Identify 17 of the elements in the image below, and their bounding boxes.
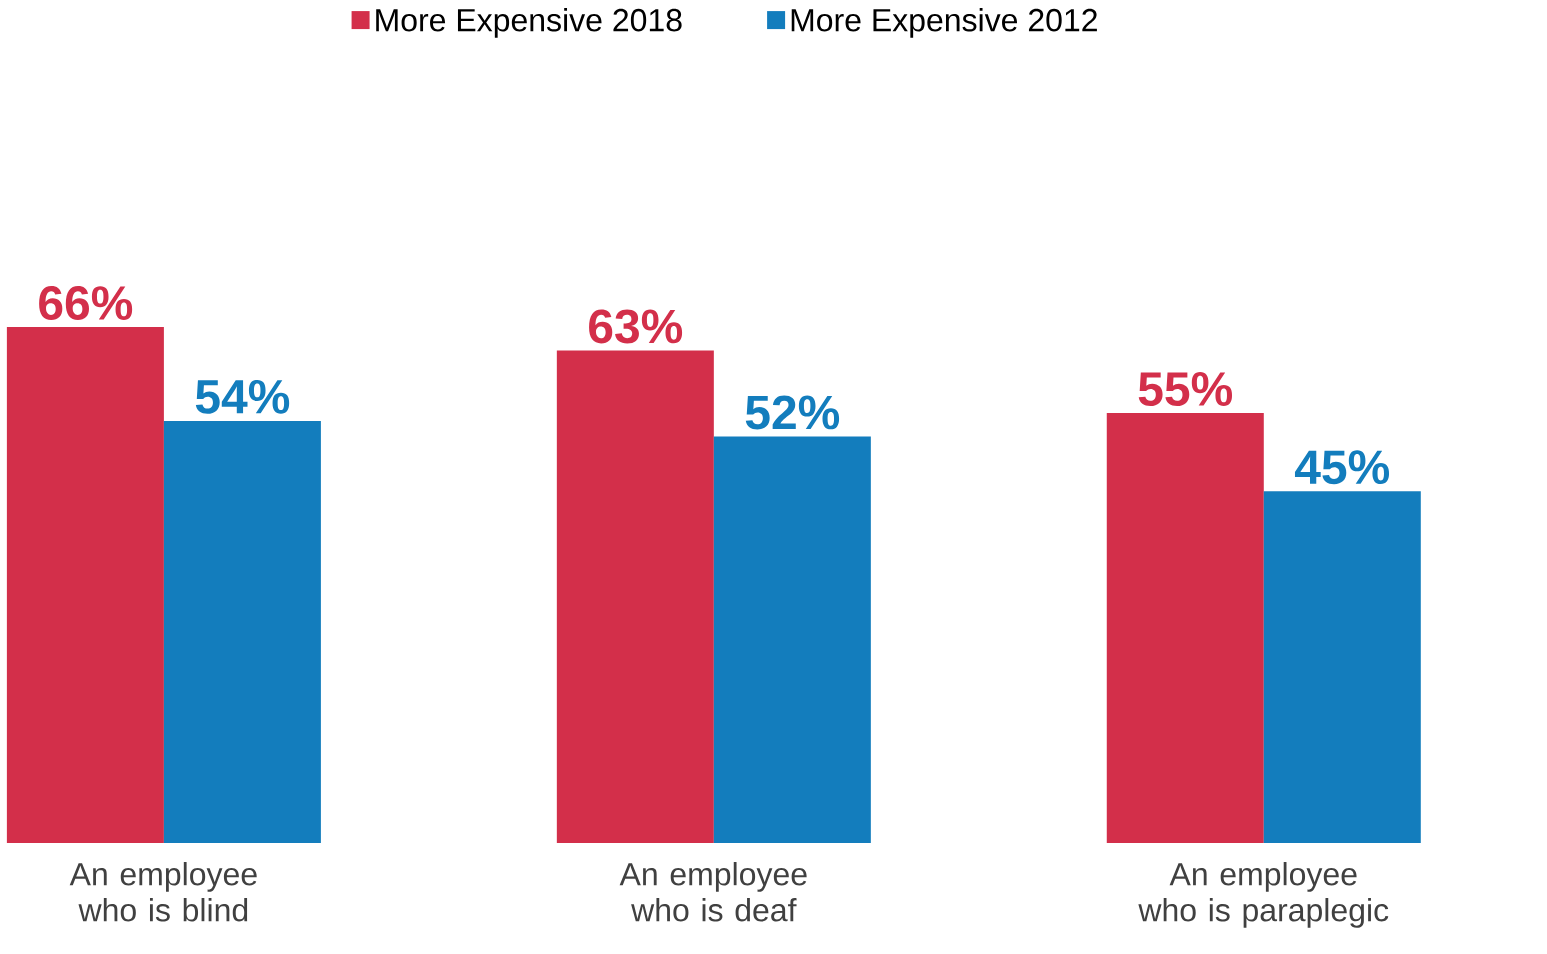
bar [163,420,321,843]
x-tick-label: An employee who is deaf [619,862,807,922]
bar [1263,491,1421,843]
data-label: 52% [745,395,840,430]
bar [713,436,871,843]
data-label: 55% [1138,372,1233,407]
x-tick-label: An employee who is paraplegic [1138,862,1389,928]
bar [556,350,714,843]
legend-label: More Expensive 2018 [376,8,682,38]
data-label: 54% [195,379,290,414]
bar [1106,413,1264,843]
data-label: 63% [589,309,683,344]
data-label: 45% [1294,450,1390,485]
data-label: 66% [39,286,133,321]
legend-label: More Expensive 2012 [791,8,1097,38]
bar [6,327,164,843]
x-tick-label: An employee who is blind [69,862,257,922]
